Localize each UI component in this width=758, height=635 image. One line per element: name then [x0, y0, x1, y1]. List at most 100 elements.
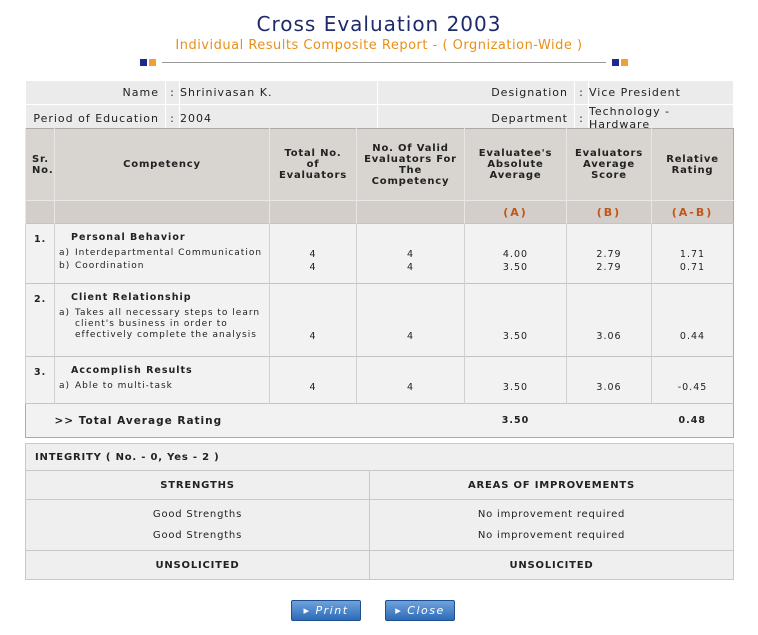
total-absolute: 3.50: [464, 403, 567, 438]
blank: [25, 403, 55, 438]
blank: [269, 356, 357, 380]
improvement: No improvement required: [477, 530, 626, 541]
cell-total: 4: [269, 380, 357, 393]
footer: UNSOLICITED: [369, 550, 734, 580]
blank: [269, 273, 357, 284]
keys-row: (A) (B) (A-B): [25, 200, 734, 224]
column-header: Total No. of Evaluators: [269, 128, 357, 201]
blank: [464, 283, 567, 307]
blank: [566, 342, 652, 357]
marker: a): [59, 248, 71, 258]
blank: [269, 283, 357, 307]
label: Coordination: [75, 261, 145, 271]
column-header: Competency: [54, 128, 270, 201]
blank: [566, 273, 652, 284]
group-title: Client Relationship: [54, 283, 270, 307]
cell-valid: 4: [356, 380, 465, 393]
blank: [464, 393, 567, 404]
blank: [356, 223, 465, 247]
strengths: Good Strengths Good Strengths: [25, 499, 370, 551]
results-table: Sr. No. Competency Total No. of Evaluators…: [25, 128, 734, 438]
item-text: a) Takes all necessary steps to learn cli…: [59, 308, 267, 341]
cell-valid: 4: [356, 247, 465, 260]
info-table: Name: Shrinivasan K. Designation: Vice Pre…: [25, 80, 734, 132]
spacer: [26, 342, 734, 357]
sep: :: [574, 80, 589, 105]
cell-average: 3.06: [566, 380, 652, 393]
item-text: a) Interdepartmental Communication: [59, 248, 267, 259]
blank: [651, 342, 734, 357]
value: Shrinivasan K.: [179, 80, 378, 105]
number: 3.: [25, 356, 55, 404]
button-label[interactable]: Print: [315, 604, 349, 617]
cell-relative: 1.71: [651, 247, 734, 260]
total-group: >> Total Average Rating 3.50 0.48: [25, 403, 734, 438]
key: (B): [566, 200, 652, 224]
rule: [162, 62, 606, 63]
improvements: No improvement required No improvement re…: [369, 499, 734, 551]
blank: [54, 273, 270, 284]
key-blank: [356, 200, 465, 224]
group-row: 2. Client Relationship: [25, 283, 734, 357]
item-text: a) Able to multi-task: [59, 381, 267, 392]
cell-valid: 4: [356, 307, 465, 342]
marker: a): [59, 308, 71, 318]
key: (A-B): [651, 200, 734, 224]
spacer: [26, 393, 734, 404]
group: 3. Accomplish Results a) Able to multi-task…: [25, 356, 734, 404]
total-label: >> Total Average Rating: [54, 403, 465, 438]
group-row: 1. Personal Behavior: [25, 223, 734, 284]
blank: [356, 273, 465, 284]
blank: [269, 223, 357, 247]
item-row: b) Coordination 4 4 3.50 2.79 0.71: [26, 260, 734, 273]
blank: [651, 393, 734, 404]
blank: [651, 223, 734, 247]
close-button[interactable]: ▸ Close: [385, 600, 455, 621]
sep: :: [165, 80, 180, 105]
spacer: [26, 273, 734, 284]
blank: [651, 273, 734, 284]
integrity-table: INTEGRITY ( No. - 0, Yes - 2 ) STRENGTHS…: [25, 443, 734, 580]
group: 2. Client Relationship a) Takes all necessa…: [25, 283, 734, 357]
print-button[interactable]: ▸ Print: [291, 600, 361, 621]
label: Able to multi-task: [75, 381, 173, 391]
item: b) Coordination: [54, 260, 270, 273]
blank: [464, 356, 567, 380]
item-row: a) Able to multi-task 4 4 3.50 3.06 -0.45: [26, 380, 734, 393]
group: 1. Personal Behavior a) Interdepartmental C…: [25, 223, 734, 284]
blank: [356, 393, 465, 404]
subtitle: Individual Results Composite Report - ( …: [175, 38, 583, 53]
marker: b): [59, 261, 71, 271]
header: STRENGTHS: [25, 470, 370, 500]
strength: Good Strengths: [152, 509, 243, 520]
ornament: [612, 59, 619, 66]
blank: [651, 356, 734, 380]
blank: [651, 283, 734, 307]
blank: [464, 223, 567, 247]
cell-total: 4: [269, 260, 357, 273]
total-row: >> Total Average Rating 3.50 0.48: [25, 403, 734, 438]
blank: [464, 342, 567, 357]
blank: [54, 393, 270, 404]
cell-relative: 0.44: [651, 307, 734, 342]
column-header: Sr. No.: [25, 128, 55, 201]
group-title: Accomplish Results: [54, 356, 270, 380]
label: Interdepartmental Communication: [75, 248, 263, 258]
cell-average: 2.79: [566, 247, 652, 260]
key-blank: [269, 200, 357, 224]
header-row: Sr. No. Competency Total No. of Evaluators…: [25, 128, 734, 201]
item-text: b) Coordination: [59, 261, 267, 272]
label: Name: [25, 80, 166, 105]
ornament: [621, 59, 628, 66]
group-title: Personal Behavior: [54, 223, 270, 247]
column-header: Evaluatee's Absolute Average: [464, 128, 567, 201]
group-row: 3. Accomplish Results: [25, 356, 734, 404]
cell-relative: -0.45: [651, 380, 734, 393]
value: Technology - Hardware: [588, 104, 734, 132]
button-label[interactable]: Close: [407, 604, 445, 617]
key-blank: [25, 200, 55, 224]
blank: [566, 393, 652, 404]
key: (A): [464, 200, 567, 224]
cell-relative: 0.71: [651, 260, 734, 273]
